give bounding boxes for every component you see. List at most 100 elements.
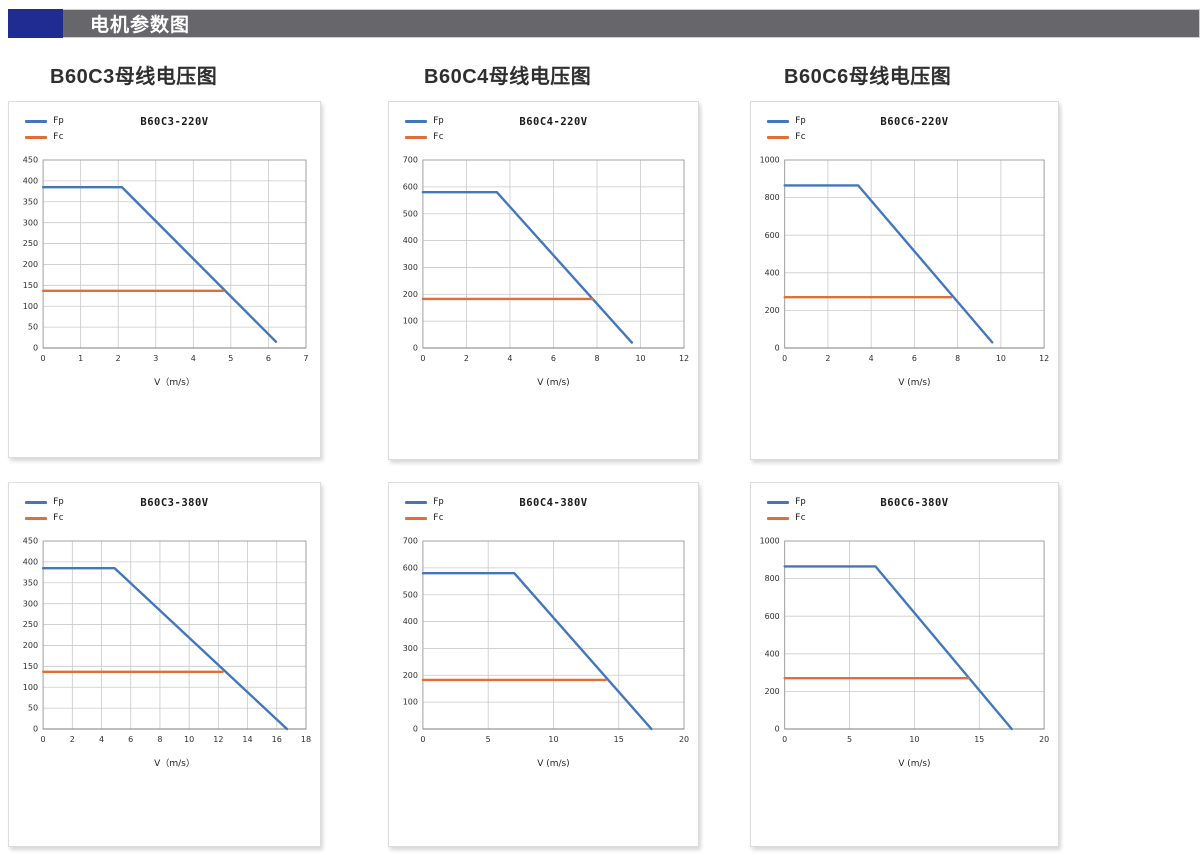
legend-row-fc: Fc [405,129,444,145]
x-tick-label: 18 [301,735,311,744]
legend-row-fp: Fp [767,113,806,129]
fp-legend-label: Fp [53,497,64,507]
fp-legend-label: Fp [433,116,444,126]
x-tick-label: 0 [420,354,425,363]
fp-line [783,565,1013,731]
fc-legend-label: Fc [795,132,806,142]
x-axis-label: V (m/s) [898,378,930,388]
y-tick-label: 400 [403,617,418,626]
y-tick-label: 200 [23,641,38,650]
x-tick-label: 8 [594,354,599,363]
x-tick-label: 1 [78,354,83,363]
y-tick-label: 300 [23,218,38,227]
chart-title: B60C6-220V [880,116,949,128]
y-tick-label: 800 [765,193,780,202]
legend-row-fc: Fc [25,510,64,526]
x-tick-label: 15 [974,735,984,744]
x-tick-label: 6 [912,354,917,363]
y-tick-label: 250 [23,239,38,248]
y-tick-label: 500 [403,209,418,218]
fp-line [41,186,278,343]
x-tick-label: 0 [420,735,425,744]
fc-legend-label: Fc [53,132,64,142]
x-tick-label: 12 [679,354,689,363]
chart-title: B60C3-220V [140,116,209,128]
x-tick-label: 7 [303,354,308,363]
y-tick-label: 700 [403,156,418,165]
y-tick-label: 450 [23,537,38,546]
x-tick-label: 5 [228,354,233,363]
x-tick-label: 8 [157,735,162,744]
fc-legend-label: Fc [53,513,64,523]
legend-row-fp: Fp [25,113,64,129]
fp-legend-label: Fp [795,497,806,507]
y-tick-label: 350 [23,197,38,206]
fp-line-swatch [405,500,427,504]
x-tick-label: 0 [41,354,46,363]
x-tick-label: 20 [679,735,689,744]
y-tick-label: 500 [403,590,418,599]
fc-line-swatch [767,516,789,520]
y-tick-label: 50 [28,704,38,713]
y-tick-label: 1000 [760,156,780,165]
y-tick-label: 400 [23,558,38,567]
page-title: 电机参数图 [90,15,191,36]
y-tick-label: 250 [23,620,38,629]
x-axis-label: V (m/s) [537,759,569,769]
chart-panel-b60c4-380v: Fp Fc B60C4-380V 0 5 10 15 20 0 100 200 300 400 50… [388,482,699,847]
y-tick-label: 0 [775,725,780,734]
y-tick-label: 200 [23,260,38,269]
fp-legend-label: Fp [795,116,806,126]
legend-row-fc: Fc [767,129,806,145]
y-tick-label: 300 [23,599,38,608]
x-tick-label: 6 [266,354,271,363]
x-tick-label: 4 [99,735,104,744]
fp-line-swatch [25,500,47,504]
fp-legend-label: Fp [433,497,444,507]
chart-title: B60C6-380V [880,497,949,509]
x-tick-label: 10 [996,354,1006,363]
y-tick-label: 600 [765,612,780,621]
y-tick-label: 0 [413,344,418,353]
x-tick-label: 20 [1039,735,1049,744]
legend-row-fc: Fc [767,510,806,526]
fc-line-swatch [25,516,47,520]
fc-legend-label: Fc [433,132,444,142]
y-tick-label: 50 [28,323,38,332]
x-tick-label: 2 [116,354,121,363]
plot-area: 0 2 4 6 8 10 12 0 100 200 300 400 500 600 700 V (m/s) [403,156,689,388]
y-tick-label: 400 [765,649,780,658]
y-tick-label: 1000 [760,537,780,546]
fp-line [421,572,653,731]
chart-panel-b60c6-220v: Fp Fc B60C6-220V 0 2 4 6 8 10 12 0 200 400 600 800 1… [750,101,1059,460]
header-bar: 电机参数图 [8,9,1200,38]
fp-line-swatch [767,119,789,123]
y-tick-label: 700 [403,537,418,546]
x-tick-label: 5 [486,735,491,744]
legend-row-fp: Fp [405,113,444,129]
x-axis-label: V（m/s） [154,377,195,388]
x-tick-label: 15 [614,735,624,744]
y-tick-label: 200 [403,671,418,680]
legend-row-fp: Fp [767,494,806,510]
legend-row-fp: Fp [25,494,64,510]
fc-line-swatch [767,135,789,139]
fp-line [421,191,634,344]
y-tick-label: 450 [23,156,38,165]
y-tick-label: 600 [403,182,418,191]
x-axis-label: V (m/s) [537,378,569,388]
section-title-b60c6: B60C6母线电压图 [784,66,952,88]
chart-legend: Fp Fc [767,494,806,526]
fc-legend-label: Fc [795,513,806,523]
x-tick-label: 4 [191,354,196,363]
y-tick-label: 150 [23,662,38,671]
x-tick-label: 12 [1039,354,1049,363]
x-axis-label: V (m/s) [898,759,930,769]
x-tick-label: 0 [782,354,787,363]
fc-line-swatch [405,135,427,139]
header-accent-block [8,9,63,38]
x-tick-label: 10 [909,735,919,744]
chart-title: B60C4-220V [519,116,588,128]
